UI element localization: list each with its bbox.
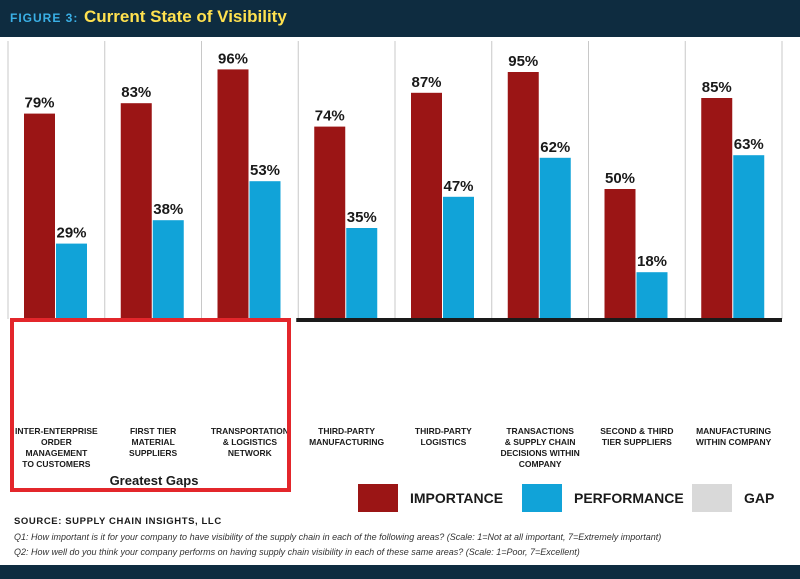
category-label: INTER-ENTERPRISE ORDER MANAGEMENT TO CUS… [15,426,98,469]
importance-bar [604,189,636,319]
category-label: THIRD-PARTY MANUFACTURING [309,426,385,447]
bottom-rule [0,565,800,579]
bar-chart: 79%29%-50%83%38%-45%96%53%-44%74%35%-40%… [7,41,783,322]
performance-value-label: 53% [250,162,280,179]
importance-bar [701,98,733,319]
performance-value-label: 18% [637,253,667,270]
greatest-gaps-highlight-box [10,318,291,492]
category-label: THIRD-PARTY LOGISTICS [414,426,472,447]
importance-value-label: 50% [605,170,635,187]
category-label: TRANSACTIONS & SUPPLY CHAIN DECISIONS WI… [500,426,580,469]
performance-value-label: 63% [734,136,764,153]
performance-value-label: 29% [56,225,86,242]
importance-bar [314,126,346,319]
performance-value-label: 38% [153,201,183,218]
importance-value-label: 96% [218,50,248,67]
question-2: Q2: How well do you think your company p… [14,547,580,557]
importance-bar [24,113,55,319]
importance-value-label: 83% [121,84,151,101]
legend-label-gap: GAP [744,490,775,506]
importance-value-label: 87% [411,74,441,91]
chart-title: Current State of Visibility [84,7,287,26]
importance-value-label: 85% [702,79,732,96]
category-label: SECOND & THIRD TIER SUPPLIERS [600,426,674,447]
performance-value-label: 35% [347,209,377,226]
performance-value-label: 47% [443,178,473,195]
performance-bar [152,220,184,319]
legend: IMPORTANCE PERFORMANCE GAP [358,484,788,512]
figure-label: FIGURE 3: [10,11,79,25]
importance-bar [411,92,442,319]
performance-bar [56,243,87,319]
performance-bar [733,155,765,319]
performance-bar [443,196,474,319]
importance-bar [120,103,152,319]
legend-swatch-gap [692,484,732,512]
source-note: SOURCE: SUPPLY CHAIN INSIGHTS, LLC [14,516,222,527]
category-label: TRANSPORTATION & LOGISTICS NETWORK [210,426,289,458]
performance-value-label: 62% [540,139,570,156]
importance-bar [217,69,249,320]
performance-bar [346,228,378,319]
importance-value-label: 79% [24,95,54,112]
performance-bar [636,272,668,319]
greatest-gaps-label: Greatest Gaps [109,473,199,488]
legend-swatch-importance [358,484,398,512]
legend-swatch-performance [522,484,562,512]
category-label: MANUFACTURING WITHIN COMPANY [695,426,772,447]
importance-value-label: 95% [508,53,538,70]
zero-baseline [296,318,782,322]
legend-label-performance: PERFORMANCE [574,490,684,506]
importance-bar [507,72,539,319]
performance-bar [249,181,281,319]
performance-bar [539,157,571,319]
legend-label-importance: IMPORTANCE [410,490,504,506]
category-label: FIRST TIER MATERIAL SUPPLIERS [129,426,178,458]
figure-header: FIGURE 3: Current State of Visibility [0,0,800,37]
question-1: Q1: How important is it for your company… [14,532,662,542]
importance-value-label: 74% [315,108,345,125]
